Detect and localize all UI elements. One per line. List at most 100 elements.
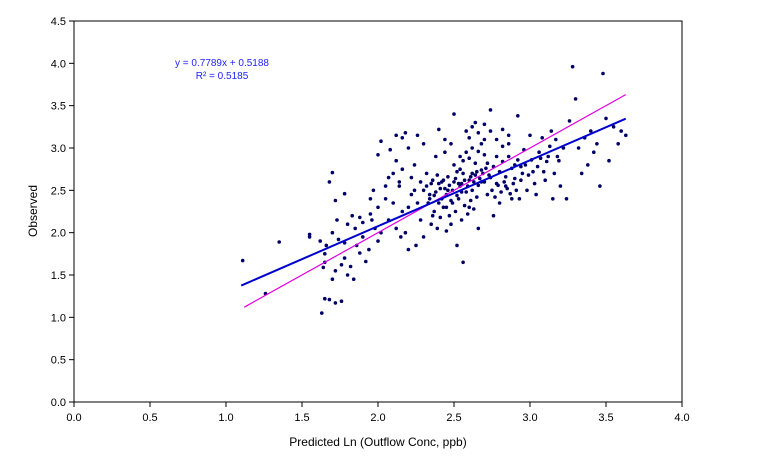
data-point (459, 181, 464, 186)
data-point (350, 213, 355, 218)
data-point (406, 146, 411, 150)
y-tick-label: 2.0 (51, 228, 66, 240)
data-point (573, 97, 578, 101)
data-point (484, 166, 488, 171)
data-point (473, 173, 478, 177)
data-point (307, 235, 312, 239)
data-point (516, 158, 520, 162)
data-point (438, 186, 443, 191)
data-point (370, 218, 374, 222)
data-point (429, 181, 434, 186)
data-point (391, 171, 396, 176)
data-point (437, 181, 441, 186)
data-point (383, 184, 388, 188)
data-point (576, 146, 581, 150)
data-point (397, 184, 402, 188)
data-point (546, 154, 550, 159)
data-point (412, 188, 417, 193)
data-point (323, 252, 327, 256)
data-point (432, 193, 437, 198)
x-tick-label: 0.0 (66, 412, 81, 424)
data-point (570, 64, 575, 69)
data-point (406, 247, 411, 252)
data-point (511, 181, 516, 186)
data-point (508, 191, 512, 196)
data-point (452, 112, 456, 116)
y-axis-title: Observed (26, 185, 40, 237)
data-point (490, 188, 494, 193)
data-point (464, 150, 469, 154)
data-point (485, 192, 490, 197)
x-tick-label: 2.0 (370, 412, 385, 424)
data-point (472, 207, 476, 211)
y-tick-label: 3.0 (51, 143, 66, 155)
data-point (444, 205, 449, 210)
data-point (476, 131, 481, 135)
data-point (345, 222, 350, 226)
data-point (598, 184, 602, 188)
data-point (516, 114, 520, 118)
data-point (435, 173, 440, 177)
data-point (551, 197, 555, 201)
r-squared-label: R² = 0.5185 (196, 71, 249, 82)
data-point (487, 173, 491, 177)
data-point (421, 235, 426, 239)
data-point (430, 213, 435, 218)
data-point (351, 277, 356, 282)
data-point (461, 158, 465, 163)
data-point (330, 230, 335, 235)
data-point (531, 169, 535, 174)
data-point (364, 259, 368, 264)
data-point (488, 108, 493, 112)
data-point (470, 171, 475, 176)
data-point (435, 226, 440, 231)
y-tick-label: 4.5 (51, 16, 66, 28)
data-point (434, 154, 438, 159)
data-point (470, 125, 475, 129)
y-tick-label: 2.5 (51, 185, 66, 197)
data-point (526, 173, 531, 177)
data-point (333, 198, 338, 203)
data-point (339, 299, 344, 304)
data-point (456, 181, 461, 186)
data-point (517, 197, 522, 201)
data-point (475, 169, 479, 174)
data-point (447, 183, 452, 188)
data-point (458, 154, 462, 159)
data-point (467, 205, 472, 210)
data-point (388, 147, 393, 152)
data-point (368, 212, 373, 216)
data-point (476, 183, 481, 188)
data-point (318, 239, 323, 243)
data-point (307, 232, 312, 237)
data-point (611, 125, 616, 129)
data-point (592, 150, 596, 154)
data-point (240, 258, 245, 263)
x-tick-label: 0.5 (142, 412, 157, 424)
data-point (367, 247, 371, 252)
data-point (475, 195, 479, 199)
data-point (333, 301, 338, 305)
trend-lines (240, 94, 627, 308)
data-point (444, 229, 449, 233)
data-point (579, 171, 584, 176)
data-point (482, 153, 487, 157)
data-point (624, 133, 628, 138)
data-point (464, 129, 469, 133)
data-point (502, 180, 507, 184)
data-point (513, 176, 517, 181)
data-point (467, 136, 472, 140)
y-tick-label: 1.0 (51, 312, 66, 324)
plot-area (73, 20, 683, 403)
data-point (541, 169, 546, 174)
x-tick-label: 1.0 (218, 412, 233, 424)
data-point (604, 116, 608, 121)
data-point (552, 171, 557, 176)
data-point (607, 158, 611, 163)
data-point (544, 159, 549, 164)
data-point (482, 137, 487, 142)
data-point (461, 260, 465, 265)
data-point (510, 197, 514, 201)
data-point (493, 195, 497, 199)
x-tick-label: 3.0 (522, 412, 537, 424)
